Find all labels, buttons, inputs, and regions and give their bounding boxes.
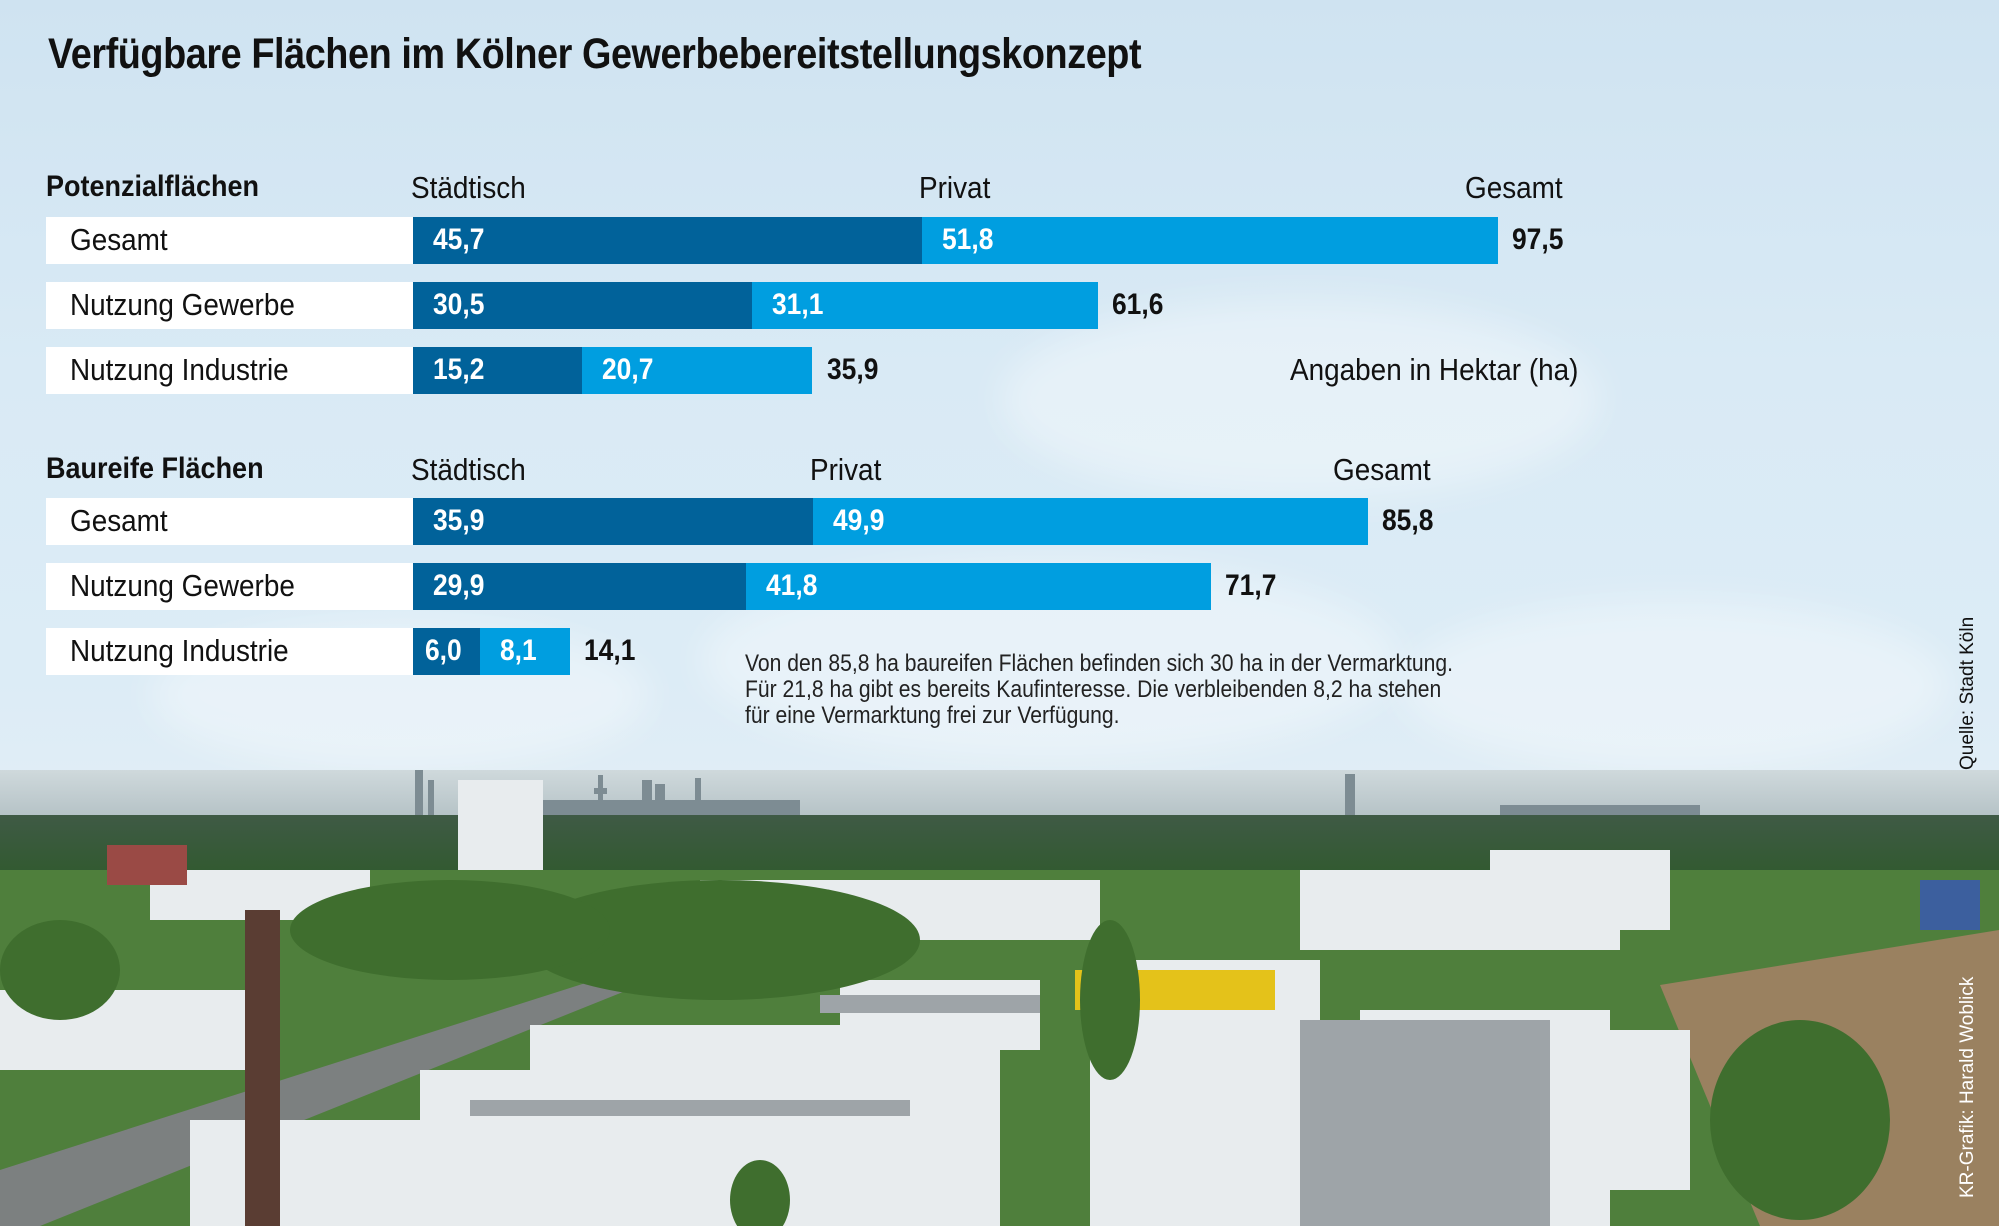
bar-segment-privat: 51,8 bbox=[921, 217, 1498, 264]
sky-cloud bbox=[1400, 600, 1950, 770]
bar-value-label: 31,1 bbox=[772, 288, 824, 321]
bar-total-label: 97,5 bbox=[1512, 223, 1564, 256]
bar-segment-privat: 31,1 bbox=[752, 282, 1099, 329]
bar-value-label: 30,5 bbox=[433, 288, 485, 321]
graphic-credit: KR-Grafik: Harald Woblick bbox=[1957, 976, 1978, 1198]
col-head-gesamt: Gesamt bbox=[1465, 170, 1563, 205]
section-title-baureife-flaechen: Baureife Flächen bbox=[46, 452, 264, 485]
category-label-box: Nutzung Industrie bbox=[46, 628, 413, 675]
bar-segment-privat: 20,7 bbox=[582, 347, 813, 394]
bar-segment-staedtisch: 30,5 bbox=[413, 282, 753, 329]
bar-segment-staedtisch: 15,2 bbox=[413, 347, 583, 394]
col-head-privat: Privat bbox=[919, 170, 991, 205]
bar-segment-staedtisch: 6,0 bbox=[413, 628, 480, 675]
bar-value-label: 29,9 bbox=[433, 569, 485, 602]
category-label: Gesamt bbox=[70, 222, 168, 257]
col-head-privat: Privat bbox=[810, 452, 882, 487]
chart-title: Verfügbare Flächen im Kölner Gewerbebere… bbox=[48, 30, 1142, 78]
unit-note: Angaben in Hektar (ha) bbox=[1290, 352, 1579, 387]
category-label: Nutzung Gewerbe bbox=[70, 568, 295, 603]
footnote: Von den 85,8 ha baureifen Flächen befind… bbox=[745, 651, 1453, 729]
category-label-box: Nutzung Gewerbe bbox=[46, 282, 413, 329]
bar-segment-privat: 41,8 bbox=[745, 563, 1211, 610]
category-label: Gesamt bbox=[70, 503, 168, 538]
category-label-box: Gesamt bbox=[46, 498, 413, 545]
bar-value-label: 20,7 bbox=[602, 353, 654, 386]
aerial-photo-cologne bbox=[0, 770, 1999, 1226]
bar-total-label: 85,8 bbox=[1381, 504, 1434, 537]
category-label-box: Gesamt bbox=[46, 217, 413, 264]
footnote-line: Von den 85,8 ha baureifen Flächen befind… bbox=[745, 650, 1454, 677]
footnote-line: für eine Vermarktung frei zur Verfügung. bbox=[745, 702, 1120, 729]
category-label: Nutzung Industrie bbox=[70, 352, 289, 387]
source-credit: Quelle: Stadt Köln bbox=[1957, 616, 1978, 770]
category-label: Nutzung Gewerbe bbox=[70, 287, 295, 322]
bar-total-label: 61,6 bbox=[1112, 288, 1164, 321]
bar-value-label: 8,1 bbox=[499, 634, 537, 667]
col-head-staedtisch: Städtisch bbox=[411, 170, 526, 205]
bar-segment-staedtisch: 29,9 bbox=[413, 563, 746, 610]
footnote-line: Für 21,8 ha gibt es bereits Kaufinteress… bbox=[745, 676, 1442, 703]
bar-value-label: 49,9 bbox=[832, 504, 884, 537]
bar-total-label: 35,9 bbox=[826, 353, 878, 386]
bar-value-label: 41,8 bbox=[765, 569, 818, 602]
bar-segment-staedtisch: 35,9 bbox=[413, 498, 813, 545]
bar-total-label: 14,1 bbox=[583, 634, 636, 667]
sky-cloud bbox=[1000, 300, 1600, 500]
bar-segment-staedtisch: 45,7 bbox=[413, 217, 922, 264]
bar-total-label: 71,7 bbox=[1224, 569, 1277, 602]
col-head-staedtisch: Städtisch bbox=[411, 452, 526, 487]
bar-value-label: 35,9 bbox=[433, 504, 485, 537]
category-label: Nutzung Industrie bbox=[70, 633, 289, 668]
bar-value-label: 45,7 bbox=[433, 223, 485, 256]
bar-value-label: 15,2 bbox=[433, 353, 485, 386]
bar-segment-privat: 8,1 bbox=[479, 628, 570, 675]
col-head-gesamt: Gesamt bbox=[1333, 452, 1431, 487]
bar-value-label: 51,8 bbox=[941, 223, 993, 256]
bar-value-label: 6,0 bbox=[425, 634, 462, 667]
section-title-potenzialflaechen: Potenzialflächen bbox=[46, 170, 260, 203]
category-label-box: Nutzung Industrie bbox=[46, 347, 413, 394]
category-label-box: Nutzung Gewerbe bbox=[46, 563, 413, 610]
bar-segment-privat: 49,9 bbox=[812, 498, 1368, 545]
